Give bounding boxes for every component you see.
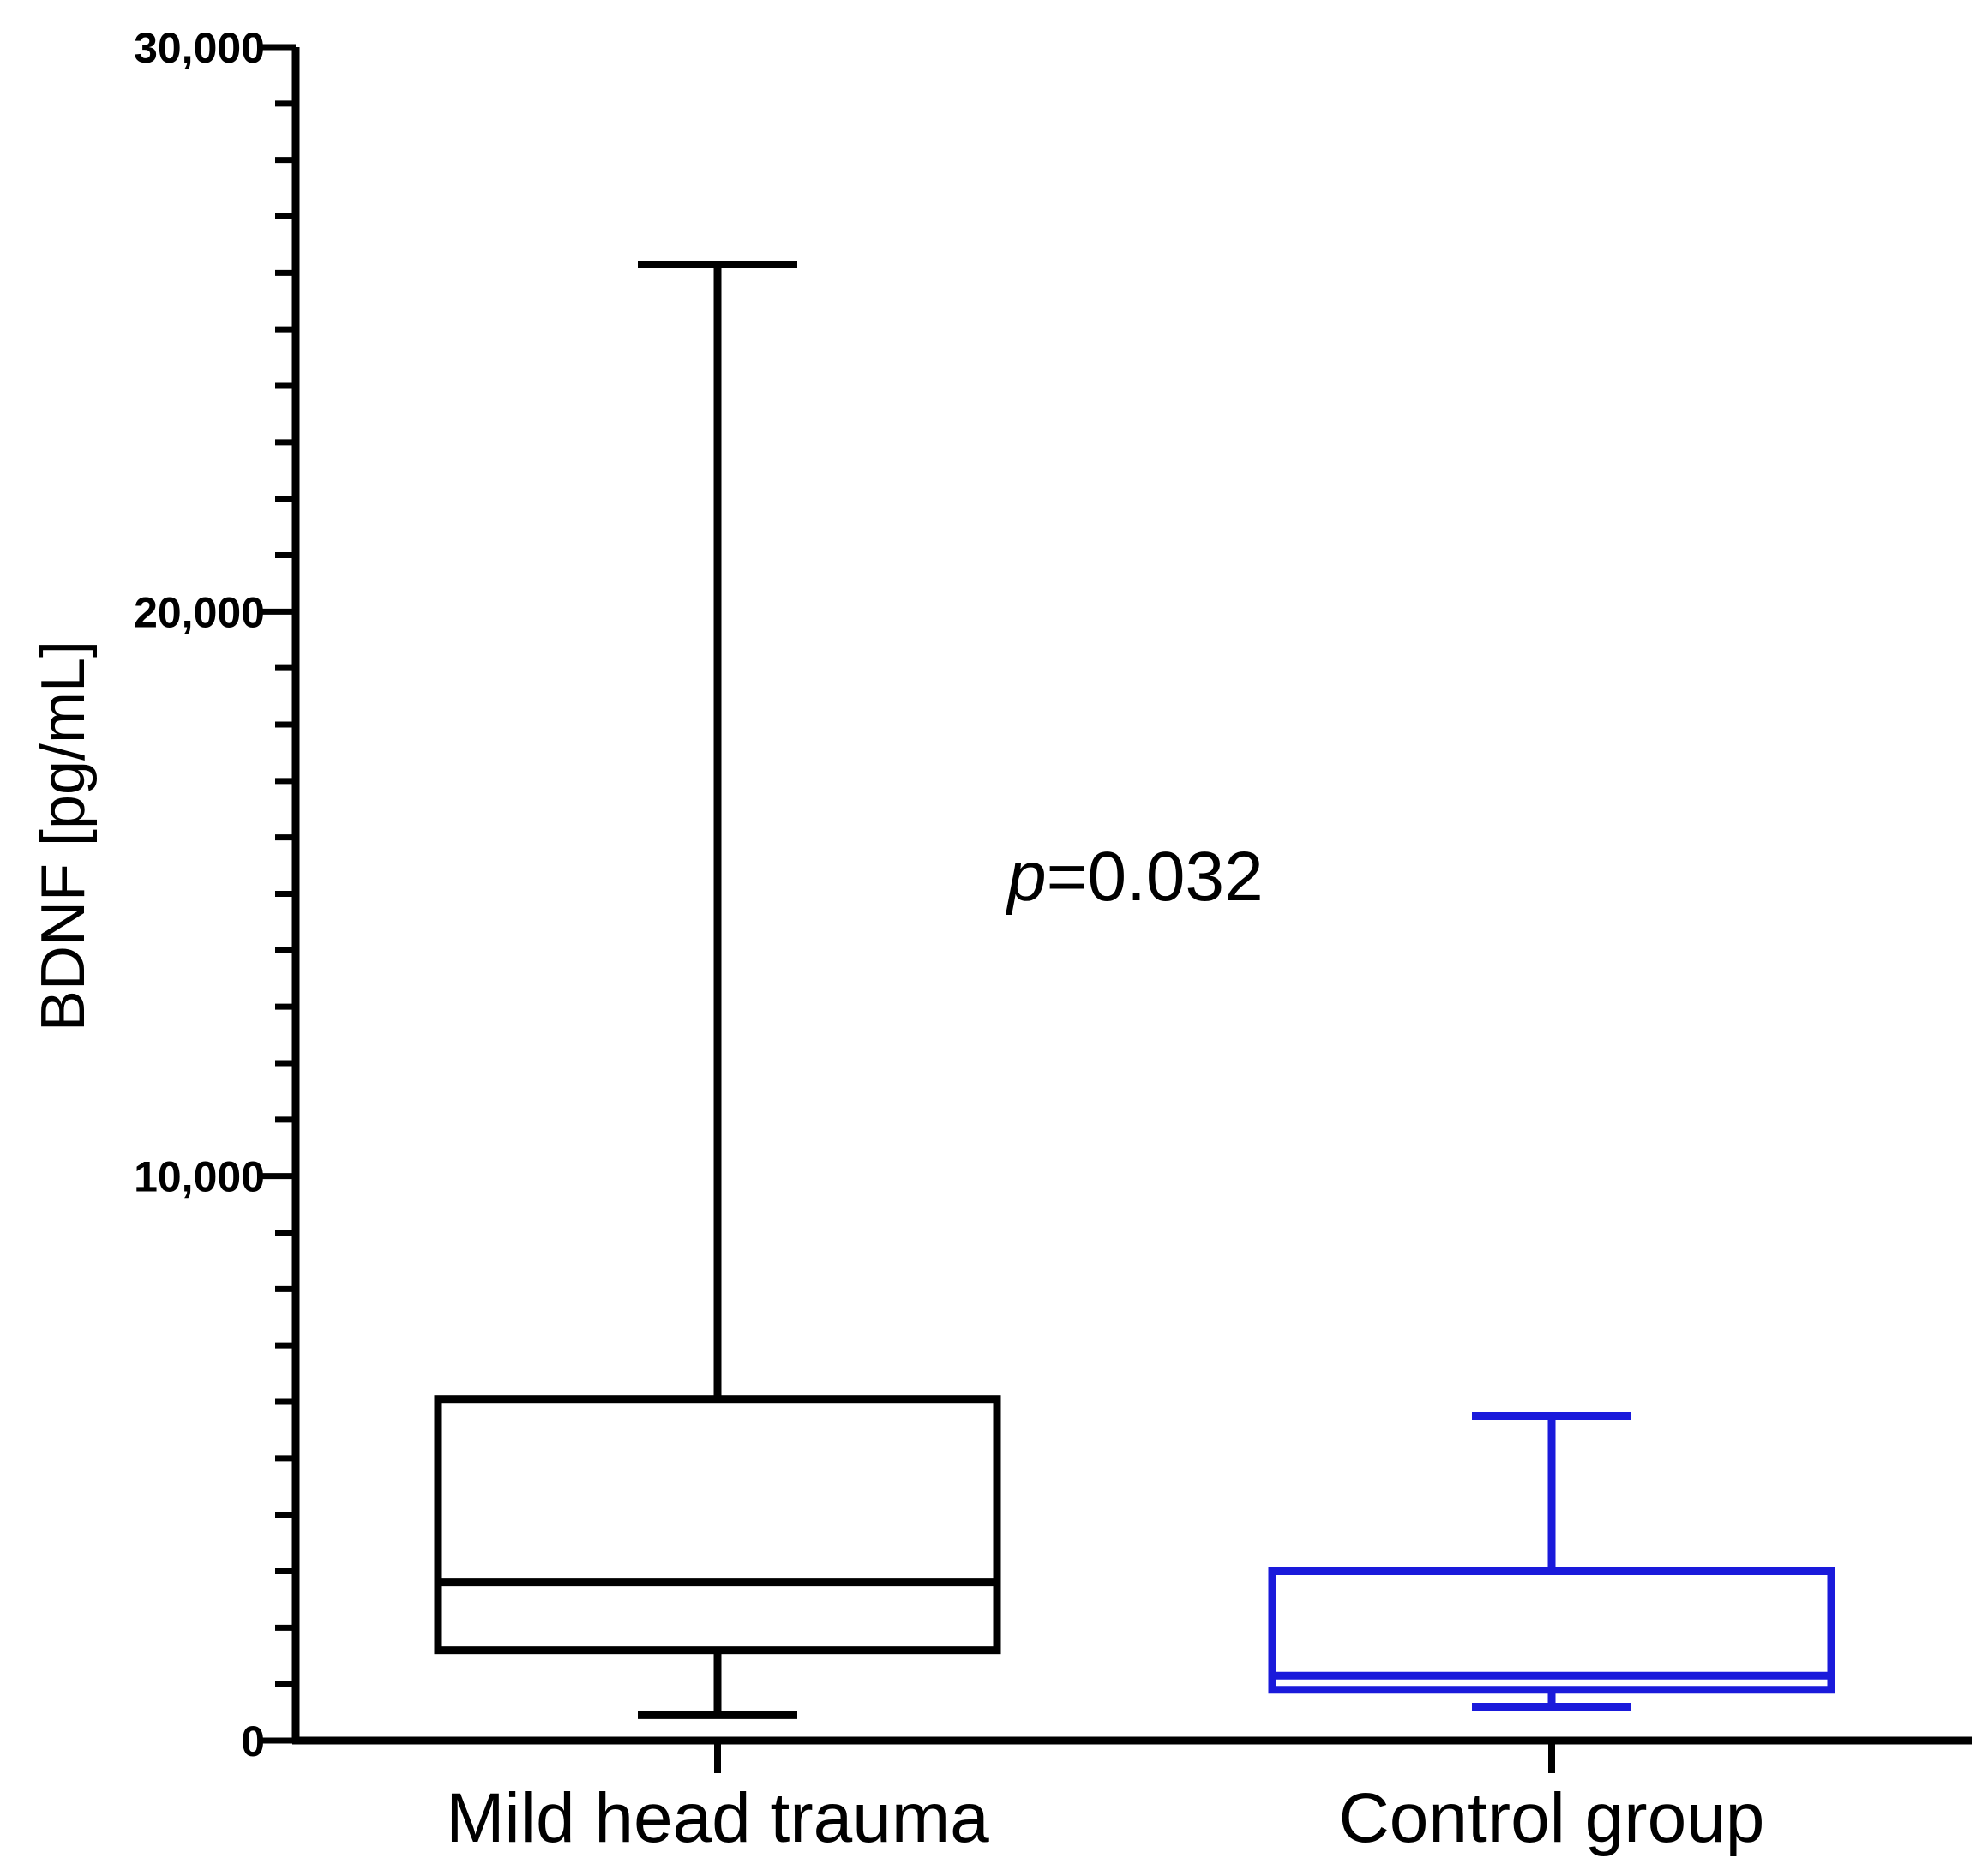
- p-value-text: =0.032: [1047, 838, 1264, 916]
- y-tick-label: 30,000: [134, 24, 265, 72]
- iqr-box: [1268, 1567, 1835, 1694]
- boxes: [434, 260, 1835, 1719]
- y-tick-label: 0: [241, 1717, 265, 1765]
- x-axis: Mild head trauma Control group: [292, 1736, 1972, 1857]
- p-value-symbol: p: [1005, 838, 1047, 916]
- y-tick-label: 20,000: [134, 588, 265, 636]
- iqr-box: [434, 1395, 1001, 1655]
- box-mild-head-trauma: [434, 260, 1001, 1719]
- x-category-label: Mild head trauma: [446, 1779, 989, 1857]
- y-axis-title: BDNF [pg/mL]: [29, 640, 98, 1031]
- y-tick-label: 10,000: [134, 1153, 265, 1201]
- y-axis: 0 10,000 20,000 30,000: [134, 24, 300, 1765]
- box-control-group: [1268, 1411, 1835, 1711]
- x-category-label: Control group: [1339, 1779, 1765, 1857]
- p-value-annotation: p=0.032: [1005, 838, 1264, 916]
